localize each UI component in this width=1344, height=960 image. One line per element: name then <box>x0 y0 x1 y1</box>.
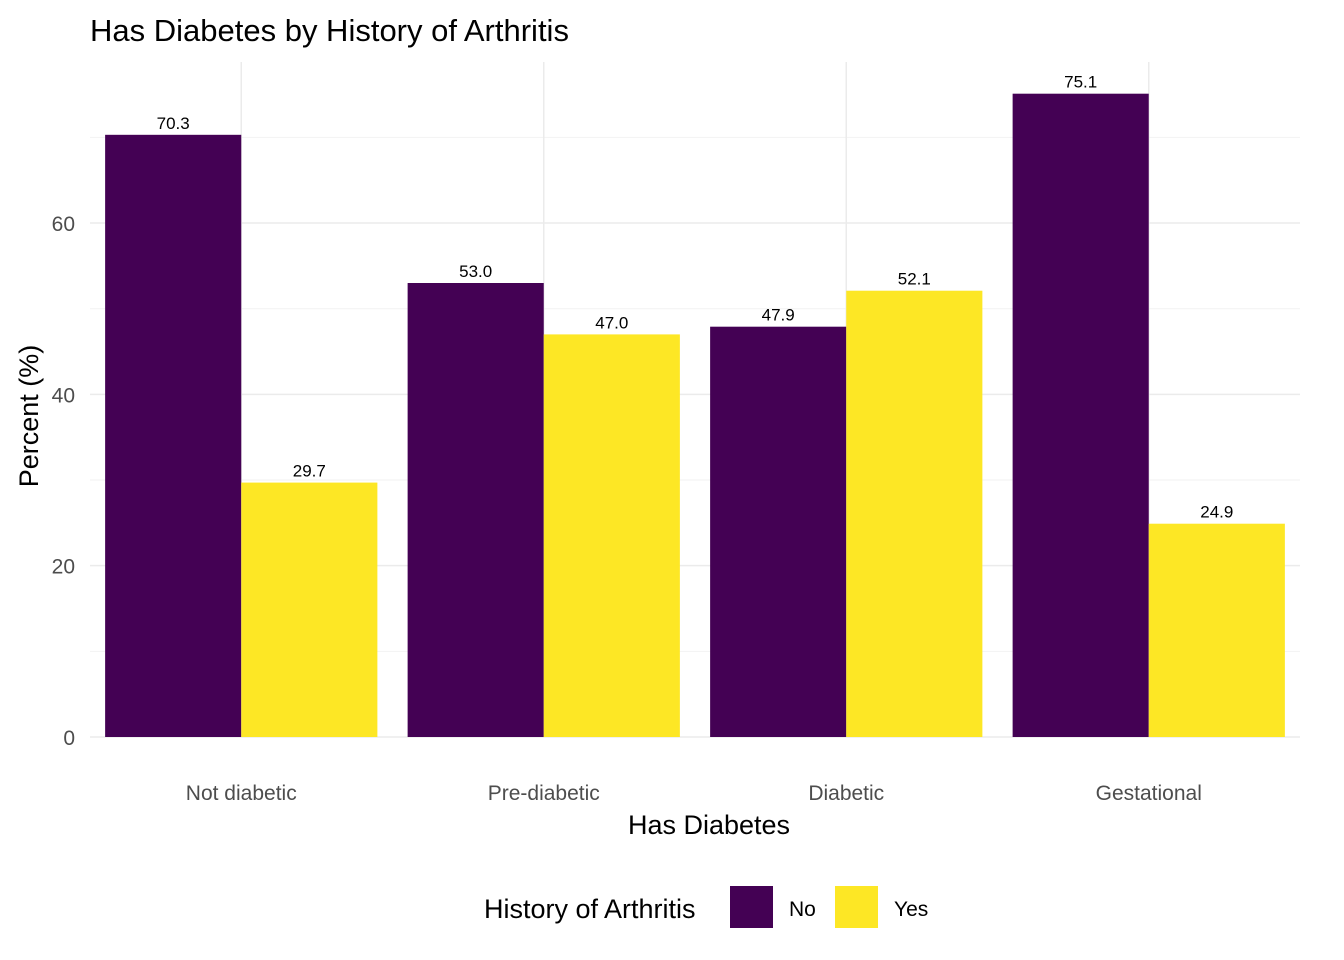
bar-value-label: 24.9 <box>1200 503 1233 522</box>
x-tick-label: Pre-diabetic <box>488 782 600 805</box>
legend: History of Arthritis No Yes <box>484 886 928 928</box>
y-tick-label: 60 <box>52 213 75 236</box>
legend-label-yes: Yes <box>894 898 928 921</box>
bar-yes-not-diabetic <box>241 482 378 737</box>
bar-yes-pre-diabetic <box>543 334 680 737</box>
x-tick-label: Gestational <box>1096 782 1202 805</box>
y-tick-label: 20 <box>52 556 75 579</box>
bar-no-not-diabetic <box>105 134 242 737</box>
legend-title: History of Arthritis <box>484 894 696 924</box>
x-tick-label: Not diabetic <box>186 782 297 805</box>
x-axis-ticks: Not diabetic Pre-diabetic Diabetic Gestatio… <box>186 782 1202 805</box>
y-tick-label: 0 <box>63 727 75 750</box>
x-axis-title: Has Diabetes <box>628 810 790 840</box>
y-axis-title: Percent (%) <box>14 345 44 488</box>
bar-value-label: 29.7 <box>293 462 326 481</box>
bar-labels: 70.3 53.0 47.9 75.1 29.7 47.0 52.1 24.9 <box>157 73 1234 522</box>
bar-value-label: 52.1 <box>898 270 931 289</box>
bar-value-label: 75.1 <box>1064 73 1097 92</box>
y-tick-label: 40 <box>52 384 75 407</box>
x-tick-label: Diabetic <box>808 782 884 805</box>
bar-no-diabetic <box>710 326 847 737</box>
legend-label-no: No <box>789 898 816 921</box>
bar-no-gestational <box>1012 93 1149 738</box>
bar-value-label: 47.0 <box>595 313 628 332</box>
bar-value-label: 53.0 <box>459 262 492 281</box>
y-axis-ticks: 0 20 40 60 <box>52 213 75 750</box>
legend-key-no <box>730 886 773 928</box>
bar-no-pre-diabetic <box>407 283 544 737</box>
bar-value-label: 70.3 <box>157 114 190 133</box>
bars <box>105 93 1285 738</box>
chart-title: Has Diabetes by History of Arthritis <box>90 13 569 48</box>
bar-yes-gestational <box>1148 523 1285 737</box>
bar-value-label: 47.9 <box>762 306 795 325</box>
bar-yes-diabetic <box>846 290 983 737</box>
legend-key-yes <box>835 886 878 928</box>
